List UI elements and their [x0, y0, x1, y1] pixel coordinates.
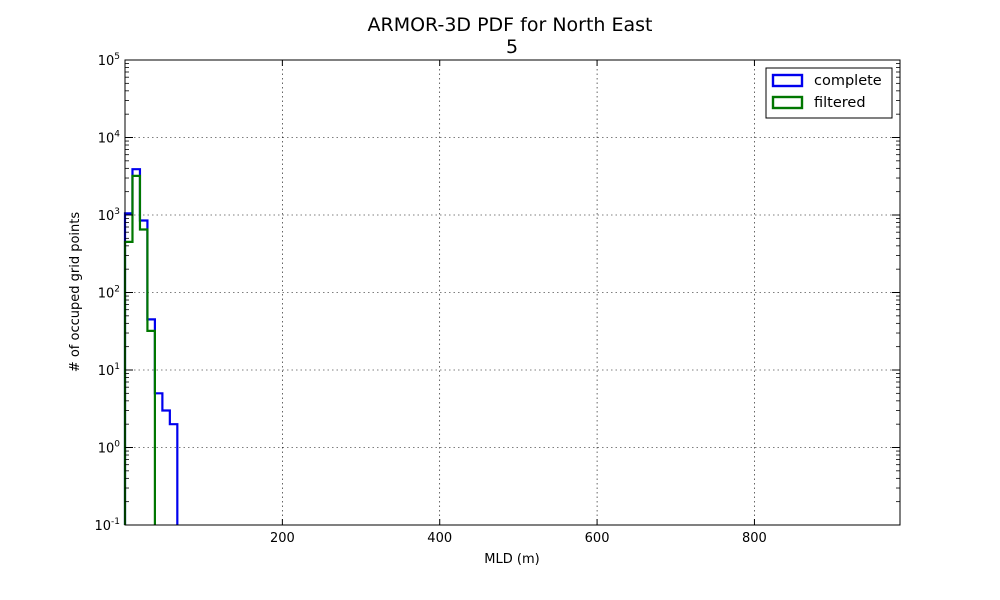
legend-swatch-complete	[771, 73, 804, 88]
y-tick-base: 10	[98, 364, 115, 379]
y-tick-exponent: 0	[114, 440, 120, 450]
y-tick-base: 10	[98, 442, 115, 457]
y-tick-exponent: -1	[111, 517, 120, 527]
chart-title: ARMOR-3D PDF for North East	[368, 14, 653, 36]
y-tick-label: 105	[98, 52, 120, 69]
y-tick-label: 10-1	[94, 517, 120, 534]
x-tick-label: 400	[427, 531, 452, 546]
y-tick-exponent: 3	[114, 207, 120, 217]
y-tick-base: 10	[98, 287, 115, 302]
y-tick-base: 10	[98, 54, 115, 69]
y-tick-exponent: 1	[114, 362, 120, 372]
y-tick-exponent: 5	[114, 52, 120, 62]
y-tick-label: 103	[98, 207, 120, 224]
legend-label-complete: complete	[814, 73, 882, 89]
x-tick-label: 200	[270, 531, 295, 546]
y-tick-label: 104	[98, 130, 121, 147]
legend: complete filtered	[765, 67, 893, 119]
y-tick-exponent: 4	[114, 130, 120, 140]
legend-label-filtered: filtered	[814, 95, 866, 111]
y-axis-label: # of occuped grid points	[68, 212, 83, 373]
y-tick-base: 10	[94, 519, 111, 534]
y-tick-label: 102	[98, 285, 120, 302]
legend-swatch-filtered	[771, 95, 804, 110]
x-tick-label: 800	[742, 531, 767, 546]
y-tick-label: 100	[98, 440, 121, 457]
y-tick-exponent: 2	[114, 285, 120, 295]
series-layer	[123, 168, 179, 525]
y-tick-base: 10	[98, 132, 115, 147]
y-tick-label: 101	[98, 362, 120, 379]
y-tick-base: 10	[98, 209, 115, 224]
x-axis-label: MLD (m)	[484, 552, 539, 567]
grid-lines	[125, 60, 900, 525]
x-tick-label: 600	[585, 531, 610, 546]
series-filtered	[123, 174, 156, 525]
chart-subtitle: 5	[506, 36, 518, 58]
